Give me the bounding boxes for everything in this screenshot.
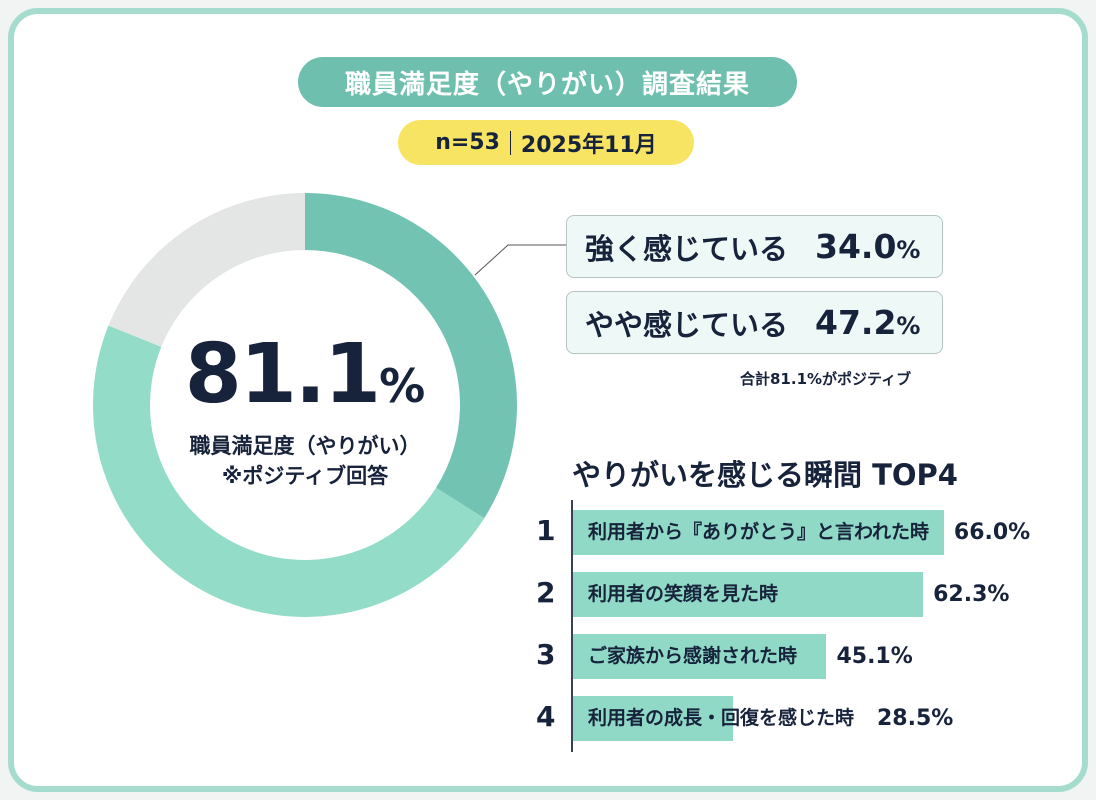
survey-date: 2025年11月 xyxy=(520,132,657,158)
bar-axis xyxy=(571,500,573,752)
rank-number: 2 xyxy=(536,576,556,609)
rank-number: 1 xyxy=(536,514,556,547)
sample-size: n=53 xyxy=(435,130,500,155)
bar xyxy=(573,572,924,617)
legend-somewhat: やや感じている 47.2% xyxy=(566,291,943,354)
donut-segment-strong xyxy=(305,193,517,519)
center-label: 職員満足度（やりがい） xyxy=(189,434,421,458)
survey-meta-badge: n=53 2025年11月 xyxy=(398,120,694,165)
page-title: 職員満足度（やりがい）調査結果 xyxy=(298,57,797,107)
center-sublabel: ※ポジティブ回答 xyxy=(221,464,389,488)
donut-segment-other xyxy=(108,193,305,347)
legend-value: 47.2% xyxy=(815,303,921,342)
bar-value-label: 66.0% xyxy=(953,520,1031,545)
bar-label: 利用者の成長・回復を感じた時 xyxy=(588,707,855,729)
leader-line xyxy=(474,244,566,276)
legend-value: 34.0% xyxy=(815,227,921,266)
legend-label: 強く感じている xyxy=(585,231,789,266)
bar-label: 利用者の笑顔を見た時 xyxy=(588,583,779,605)
bar-label: 利用者から『ありがとう』と言われた時 xyxy=(588,521,930,543)
rank-number: 3 xyxy=(536,638,556,671)
bar-value-label: 62.3% xyxy=(933,582,1010,607)
legend-label: やや感じている xyxy=(585,307,789,342)
donut-segment-somewhat xyxy=(93,325,485,617)
bar xyxy=(573,634,827,679)
bar-value-label: 45.1% xyxy=(836,644,913,669)
bar-chart-title: やりがいを感じる瞬間 TOP4 xyxy=(572,458,958,492)
donut-center: 81.1% 職員満足度（やりがい） ※ポジティブ回答 xyxy=(150,330,460,491)
rank-number: 4 xyxy=(536,700,556,733)
legend-strong: 強く感じている 34.0% xyxy=(566,215,943,278)
positive-total-note: 合計81.1%がポジティブ xyxy=(740,370,912,388)
bar-value-label: 28.5% xyxy=(877,706,954,731)
bar xyxy=(573,510,944,555)
divider xyxy=(509,130,511,155)
bar xyxy=(573,696,734,741)
bar-label: ご家族から感謝された時 xyxy=(588,645,798,667)
center-value: 81.1% xyxy=(184,327,426,422)
